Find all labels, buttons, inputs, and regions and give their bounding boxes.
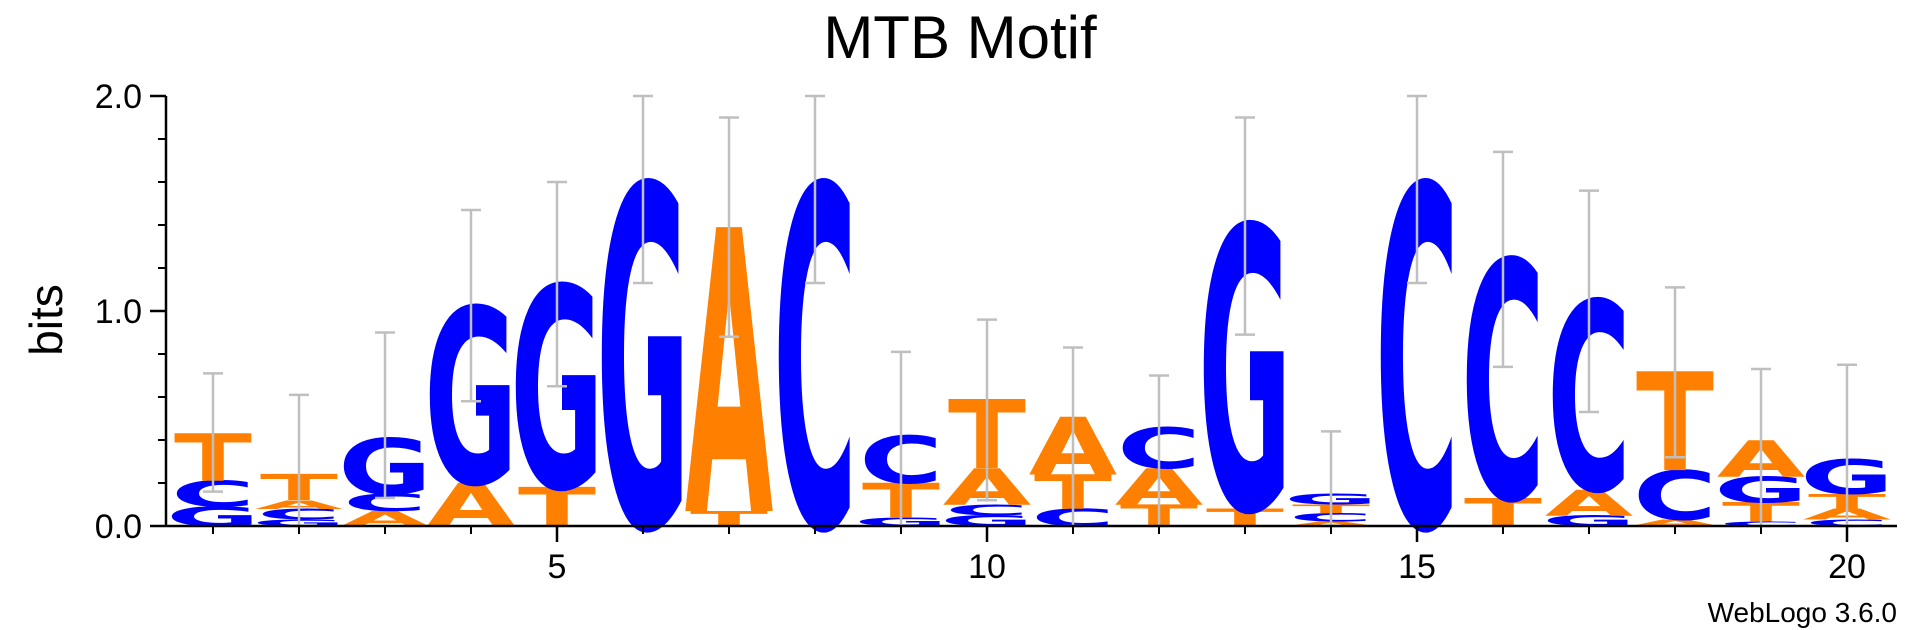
logo-letter-C-pos-10: C	[945, 502, 1029, 519]
y-axis: 0.0 1.0 2.0	[95, 78, 168, 546]
y-tick-label: 2.0	[95, 78, 142, 116]
logo-letter-A-pos-17: A	[1545, 482, 1634, 523]
y-tick-label: 0.0	[95, 508, 142, 546]
weblogo-credit: WebLogo 3.6.0	[1708, 597, 1897, 628]
error-bar-pos-4	[461, 208, 481, 403]
x-tick-label: 10	[968, 548, 1006, 586]
y-axis-label: bits	[20, 284, 72, 356]
error-bar-pos-15	[1407, 94, 1427, 285]
x-tick-label: 15	[1398, 548, 1436, 586]
error-bar-pos-7	[719, 116, 739, 339]
logo-letter-C-pos-18: C	[1633, 457, 1717, 536]
error-bar-pos-16	[1493, 150, 1513, 369]
x-tick-label: 20	[1828, 548, 1866, 586]
error-bar-pos-6	[633, 94, 653, 285]
error-bar-pos-5	[547, 180, 567, 388]
error-bar-pos-1	[203, 372, 223, 493]
error-bar-pos-10	[977, 318, 997, 502]
x-tick-label: 5	[548, 548, 567, 586]
chart-title: MTB Motif	[823, 4, 1097, 71]
error-bar-pos-13	[1235, 116, 1255, 336]
x-axis: 5 10 15 20	[166, 524, 1897, 586]
error-bar-pos-3	[375, 331, 395, 500]
error-bars	[203, 94, 1857, 528]
logo-letter-A-pos-18: A	[1631, 518, 1720, 528]
y-tick-label: 1.0	[95, 293, 142, 331]
error-bar-pos-8	[805, 94, 825, 285]
error-bar-pos-17	[1579, 189, 1599, 414]
error-bar-pos-18	[1665, 286, 1685, 459]
